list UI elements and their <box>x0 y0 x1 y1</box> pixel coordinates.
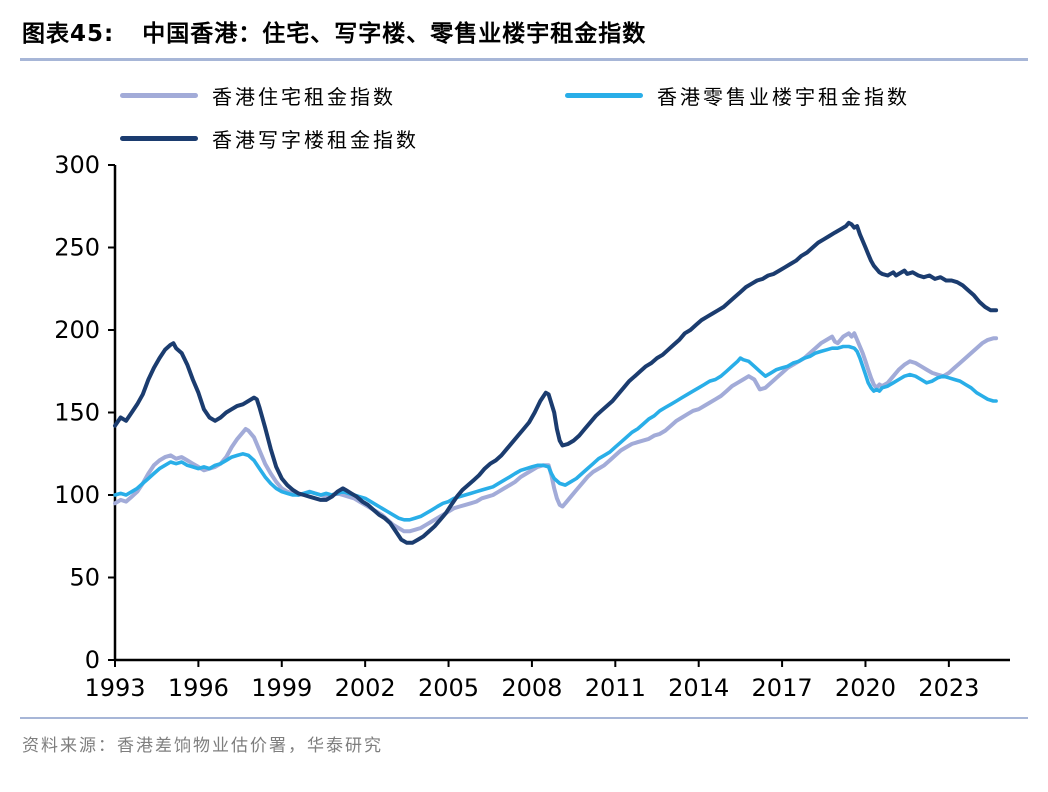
legend-swatch-residential-icon <box>120 93 198 98</box>
series-line-2 <box>113 220 999 545</box>
x-tick-label: 2014 <box>668 674 729 702</box>
y-tick-label: 250 <box>54 234 100 262</box>
legend-swatch-retail-icon <box>565 93 643 98</box>
legend-label-retail: 香港零售业楼宇租金指数 <box>657 85 910 109</box>
series-line-0 <box>113 331 999 534</box>
chart-title-number: 图表45: <box>22 21 115 47</box>
chart-svg: 0 50 100 150 200 250 300 1993 1996 1999 2002 2005 20… <box>54 155 1010 702</box>
x-tick-label: 2023 <box>918 674 979 702</box>
x-tick-label: 1993 <box>84 674 145 702</box>
x-tick-label: 1999 <box>251 674 312 702</box>
series-line-1 <box>113 344 998 522</box>
chart-title: 图表45: 中国香港：住宅、写字楼、零售业楼宇租金指数 <box>20 10 1028 58</box>
y-tick-label: 200 <box>54 316 100 344</box>
x-tick-label: 2005 <box>418 674 479 702</box>
chart-area: 0 50 100 150 200 250 300 1993 1996 1999 2002 2005 20… <box>20 155 1028 715</box>
y-tick-label: 100 <box>54 481 100 509</box>
y-tick-label: 50 <box>69 564 100 592</box>
legend-item-residential: 香港住宅租金指数 <box>120 81 565 110</box>
legend-swatch-office-icon <box>120 136 198 141</box>
chart-legend: 香港住宅租金指数 香港零售业楼宇租金指数 香港写字楼租金指数 <box>120 81 1028 153</box>
x-tick-label: 2002 <box>335 674 396 702</box>
title-divider <box>20 58 1028 61</box>
y-tick-label: 0 <box>85 646 100 674</box>
x-tick-label: 2008 <box>501 674 562 702</box>
legend-label-residential: 香港住宅租金指数 <box>212 85 396 109</box>
x-tick-label: 2020 <box>835 674 896 702</box>
legend-item-office: 香港写字楼租金指数 <box>120 124 565 153</box>
x-tick-label: 2017 <box>752 674 813 702</box>
x-tick-label: 2011 <box>585 674 646 702</box>
footer-divider <box>20 717 1028 719</box>
legend-item-retail: 香港零售业楼宇租金指数 <box>565 81 1028 110</box>
chart-title-text: 中国香港：住宅、写字楼、零售业楼宇租金指数 <box>142 21 647 47</box>
y-tick-label: 150 <box>54 399 100 427</box>
source-note: 资料来源：香港差饷物业估价署，华泰研究 <box>22 736 383 756</box>
x-tick-label: 1996 <box>168 674 229 702</box>
y-tick-label: 300 <box>54 155 100 179</box>
legend-label-office: 香港写字楼租金指数 <box>212 128 419 152</box>
